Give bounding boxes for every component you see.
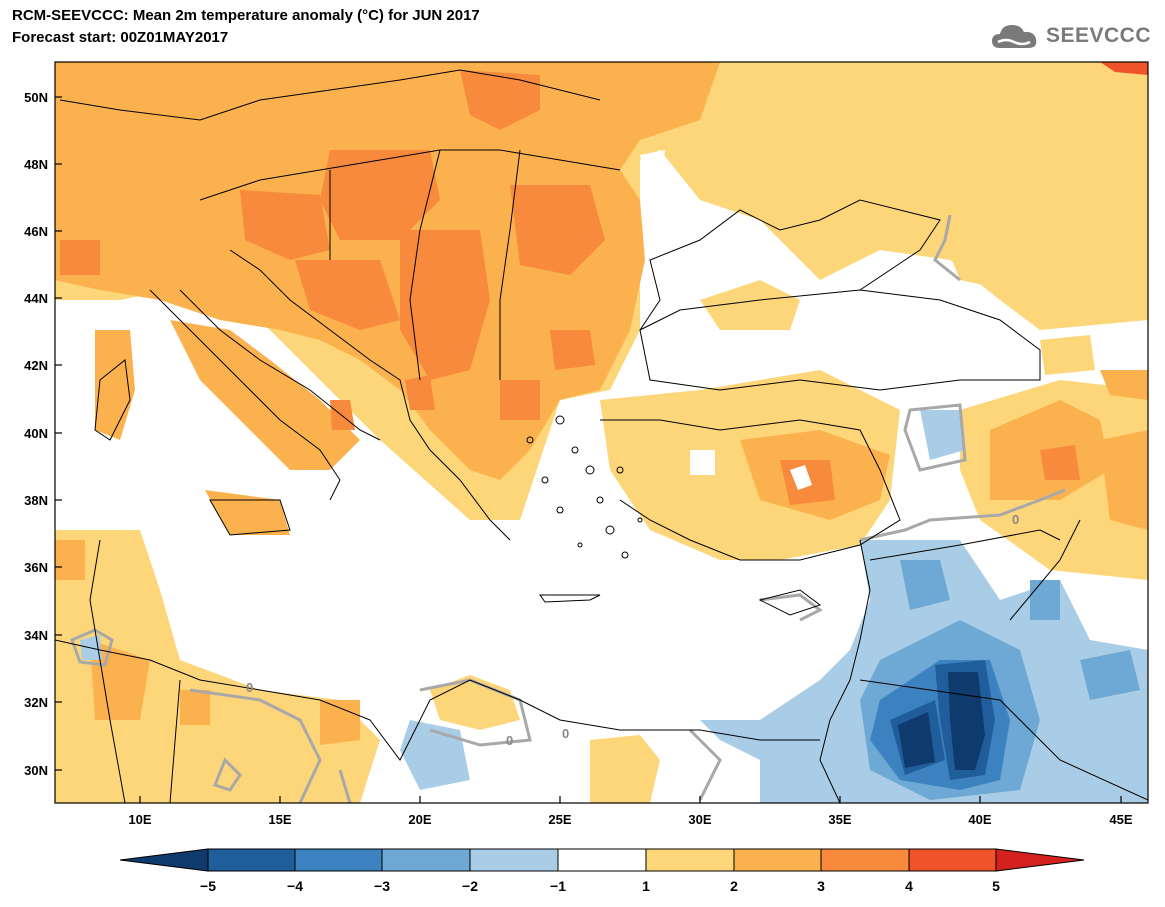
logo-text: SEEVCCC bbox=[1045, 24, 1151, 47]
colorbar-arrow-low bbox=[119, 848, 209, 872]
lon-label-15e: 15E bbox=[268, 812, 291, 827]
contour-label: 0 bbox=[1012, 512, 1019, 527]
lon-label-10e: 10E bbox=[128, 812, 151, 827]
lon-label-40e: 40E bbox=[968, 812, 991, 827]
lat-label-50n: 50N bbox=[24, 90, 48, 105]
colorbar-swatch bbox=[908, 848, 997, 872]
contour-label: 0 bbox=[562, 726, 569, 741]
lat-label-44n: 44N bbox=[24, 291, 48, 306]
lat-label-36n: 36N bbox=[24, 560, 48, 575]
lon-label-30e: 30E bbox=[688, 812, 711, 827]
lat-label-30n: 30N bbox=[24, 763, 48, 778]
colorbar-swatch bbox=[207, 848, 296, 872]
lat-label-34n: 34N bbox=[24, 628, 48, 643]
anomaly-field bbox=[55, 62, 1148, 803]
shade-3-4 bbox=[60, 70, 1080, 505]
lat-label-32n: 32N bbox=[24, 695, 48, 710]
lon-label-35e: 35E bbox=[828, 812, 851, 827]
colorbar-tick: −5 bbox=[200, 878, 216, 894]
colorbar bbox=[119, 848, 1085, 872]
shade-2-3 bbox=[55, 62, 1148, 745]
colorbar-swatch bbox=[381, 848, 471, 872]
lat-label-40n: 40N bbox=[24, 426, 48, 441]
colorbar-tick: −1 bbox=[550, 878, 566, 894]
colorbar-swatch bbox=[645, 848, 735, 872]
colorbar-tick: −3 bbox=[374, 878, 390, 894]
contour-label: 0 bbox=[506, 733, 513, 748]
lat-label-46n: 46N bbox=[24, 224, 48, 239]
contour-label: 0 bbox=[246, 680, 253, 695]
colorbar-arrow-high bbox=[995, 848, 1085, 872]
chart-subtitle: Forecast start: 00Z01MAY2017 bbox=[12, 29, 229, 46]
colorbar-tick: 4 bbox=[905, 878, 913, 894]
longitude-axis bbox=[139, 796, 1122, 803]
colorbar-tick: 1 bbox=[642, 878, 650, 894]
lon-label-20e: 20E bbox=[408, 812, 431, 827]
colorbar-swatch bbox=[294, 848, 383, 872]
colorbar-swatch bbox=[820, 848, 910, 872]
coastlines-borders bbox=[55, 69, 1148, 803]
zero-contour bbox=[70, 214, 1066, 803]
seevccc-logo: SEEVCCC bbox=[990, 20, 1151, 52]
colorbar-swatch bbox=[733, 848, 822, 872]
colorbar-tick: −2 bbox=[462, 878, 478, 894]
lon-label-45e: 45E bbox=[1109, 812, 1132, 827]
colorbar-swatch bbox=[557, 848, 647, 872]
shade-near-zero bbox=[640, 150, 812, 490]
lon-label-25e: 25E bbox=[548, 812, 571, 827]
cloud-icon bbox=[991, 25, 1037, 48]
chart-title: RCM-SEEVCCC: Mean 2m temperature anomaly… bbox=[12, 7, 480, 24]
colorbar-tick: 5 bbox=[992, 878, 1000, 894]
lat-label-42n: 42N bbox=[24, 358, 48, 373]
colorbar-tick: 2 bbox=[730, 878, 738, 894]
aegean-islands bbox=[526, 415, 643, 559]
lat-label-48n: 48N bbox=[24, 157, 48, 172]
shade-4-5 bbox=[1100, 62, 1148, 75]
lat-label-38n: 38N bbox=[24, 493, 48, 508]
colorbar-swatch bbox=[469, 848, 559, 872]
latitude-axis bbox=[55, 96, 62, 771]
colorbar-tick: −4 bbox=[287, 878, 303, 894]
colorbar-tick: 3 bbox=[817, 878, 825, 894]
